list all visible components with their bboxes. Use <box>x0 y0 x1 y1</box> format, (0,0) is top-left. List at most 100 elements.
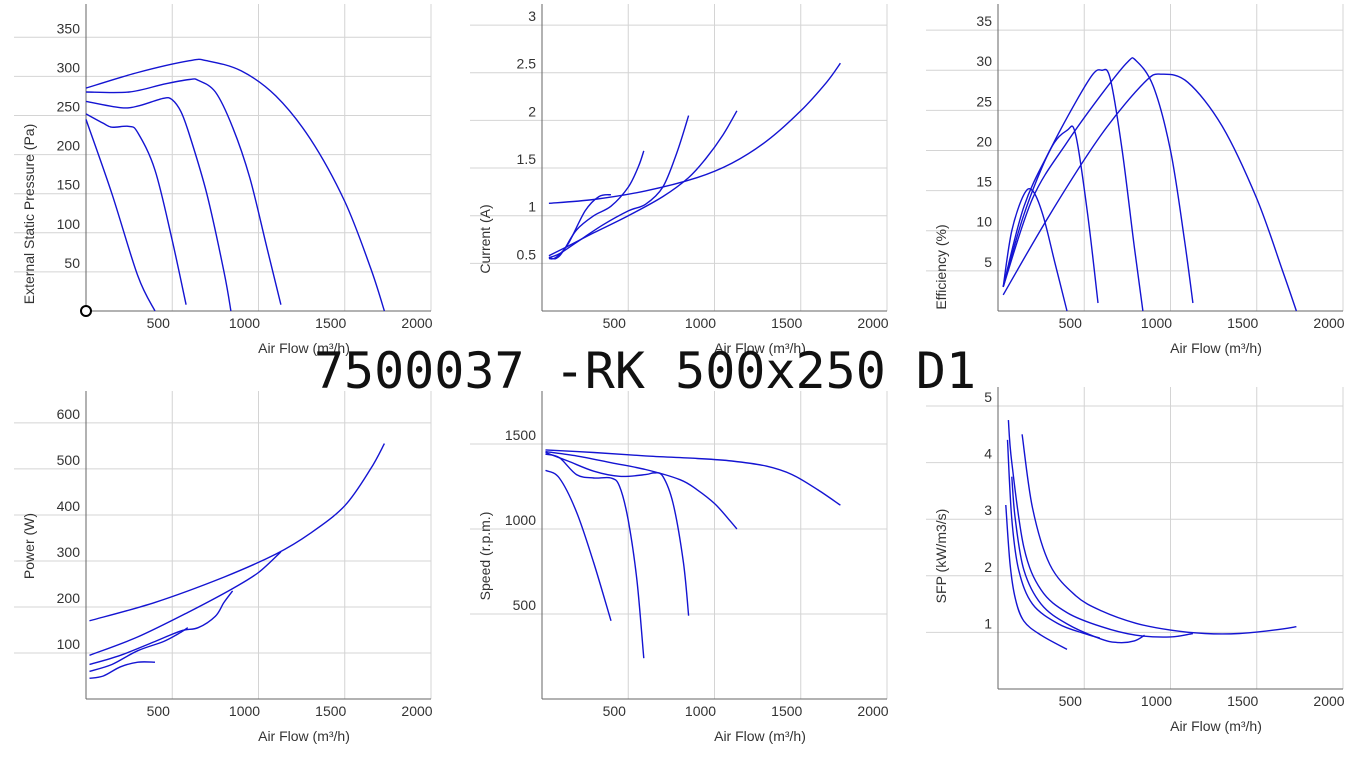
x-tick-label: 1500 <box>771 315 802 331</box>
series-line-2 <box>1006 439 1101 639</box>
y-tick-label: 25 <box>976 93 992 109</box>
series-line-2 <box>89 627 189 673</box>
y-tick-label: 150 <box>57 177 81 193</box>
x-axis-title: Air Flow (m³/h) <box>258 728 350 744</box>
series-line-4 <box>545 450 738 530</box>
y-tick-label: 300 <box>57 59 81 75</box>
series-line-5 <box>85 58 386 312</box>
series-line-5 <box>1002 73 1298 312</box>
series-line-4 <box>548 110 738 257</box>
y-axis-title: Current (A) <box>477 204 493 273</box>
series-line-3 <box>548 115 690 259</box>
y-tick-label: 600 <box>57 406 81 422</box>
series-line-4 <box>1007 420 1194 638</box>
x-tick-label: 1000 <box>229 703 260 719</box>
series-line-1 <box>89 661 156 679</box>
y-tick-label: 15 <box>976 174 992 190</box>
x-tick-label: 500 <box>603 703 627 719</box>
x-tick-label: 1000 <box>685 703 716 719</box>
x-axis-title: Air Flow (m³/h) <box>714 340 806 356</box>
series-line-1 <box>548 194 612 260</box>
y-axis-title: SFP (kW/m3/s) <box>933 509 949 604</box>
y-tick-label: 1.5 <box>517 151 537 167</box>
x-axis-title: Air Flow (m³/h) <box>258 340 350 356</box>
series-line-2 <box>548 150 645 260</box>
x-tick-label: 1500 <box>1227 693 1258 709</box>
series-line-2 <box>545 453 645 659</box>
x-tick-label: 500 <box>147 703 171 719</box>
page-title: 7500037 -RK 500x250 D1 <box>313 342 977 400</box>
y-tick-label: 35 <box>976 13 992 29</box>
y-tick-label: 2.5 <box>517 56 537 72</box>
x-axis-title: Air Flow (m³/h) <box>1170 718 1262 734</box>
y-tick-label: 3 <box>528 8 536 24</box>
y-tick-label: 200 <box>57 138 81 154</box>
y-tick-label: 50 <box>64 255 80 271</box>
series-line-1 <box>85 119 156 312</box>
x-tick-label: 2000 <box>401 315 432 331</box>
y-tick-label: 1000 <box>505 512 536 528</box>
origin-marker[interactable] <box>80 305 92 317</box>
x-tick-label: 1000 <box>1141 693 1172 709</box>
y-tick-label: 500 <box>57 452 81 468</box>
series-line-4 <box>1002 57 1194 304</box>
x-axis-title: Air Flow (m³/h) <box>714 728 806 744</box>
series-line-1 <box>1005 504 1068 651</box>
x-tick-label: 500 <box>147 315 171 331</box>
y-tick-label: 0.5 <box>517 246 537 262</box>
x-tick-label: 2000 <box>857 703 888 719</box>
x-tick-label: 500 <box>1059 315 1083 331</box>
y-tick-label: 500 <box>513 597 537 613</box>
x-tick-label: 2000 <box>401 703 432 719</box>
y-axis-title: Power (W) <box>21 513 37 579</box>
x-tick-label: 1500 <box>771 703 802 719</box>
series-line-2 <box>85 113 187 305</box>
x-tick-label: 1000 <box>229 315 260 331</box>
series-line-5 <box>548 62 841 204</box>
y-axis-title: External Static Pressure (Pa) <box>21 124 37 305</box>
x-tick-label: 500 <box>1059 693 1083 709</box>
y-tick-label: 10 <box>976 214 992 230</box>
y-tick-label: 1500 <box>505 427 536 443</box>
x-tick-label: 2000 <box>1313 315 1344 331</box>
y-tick-label: 200 <box>57 590 81 606</box>
y-tick-label: 1 <box>984 615 992 631</box>
y-tick-label: 4 <box>984 446 992 462</box>
series-line-5 <box>545 449 841 506</box>
x-tick-label: 1500 <box>315 315 346 331</box>
x-tick-label: 1000 <box>685 315 716 331</box>
x-tick-label: 500 <box>603 315 627 331</box>
y-tick-label: 400 <box>57 498 81 514</box>
series-line-5 <box>1021 434 1297 635</box>
series-line-3 <box>545 451 690 616</box>
y-tick-label: 2 <box>528 103 536 119</box>
x-tick-label: 1000 <box>1141 315 1172 331</box>
series-line-5 <box>89 443 386 622</box>
y-axis-title: Efficiency (%) <box>933 224 949 309</box>
series-line-3 <box>1011 476 1145 644</box>
y-tick-label: 100 <box>57 636 81 652</box>
y-tick-label: 1 <box>528 199 536 215</box>
series-line-3 <box>1002 68 1144 312</box>
y-tick-label: 5 <box>984 389 992 405</box>
series-line-3 <box>85 97 232 312</box>
y-tick-label: 250 <box>57 98 81 114</box>
series-line-4 <box>85 78 282 305</box>
x-tick-label: 1500 <box>1227 315 1258 331</box>
series-line-2 <box>1002 125 1099 304</box>
series-line-3 <box>89 590 234 666</box>
series-line-1 <box>545 469 612 622</box>
x-tick-label: 1500 <box>315 703 346 719</box>
x-tick-label: 2000 <box>857 315 888 331</box>
series-line-4 <box>89 551 282 656</box>
x-tick-label: 2000 <box>1313 693 1344 709</box>
y-tick-label: 30 <box>976 53 992 69</box>
y-tick-label: 100 <box>57 216 81 232</box>
y-tick-label: 20 <box>976 133 992 149</box>
y-axis-title: Speed (r.p.m.) <box>477 512 493 601</box>
y-tick-label: 3 <box>984 502 992 518</box>
x-axis-title: Air Flow (m³/h) <box>1170 340 1262 356</box>
y-tick-label: 350 <box>57 20 81 36</box>
